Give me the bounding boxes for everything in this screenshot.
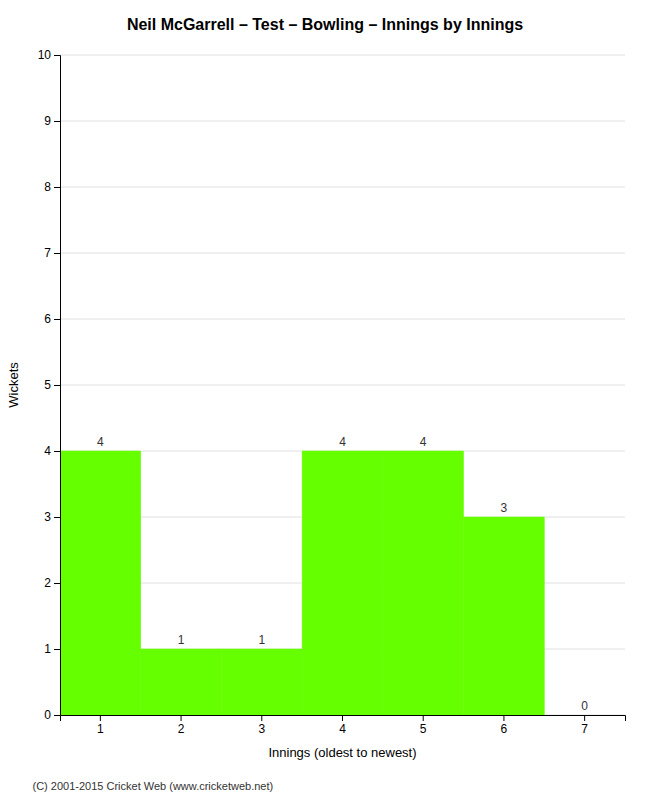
grid-line: [60, 187, 625, 188]
x-tick: 7: [581, 715, 588, 736]
y-tick-label: 5: [44, 378, 51, 392]
bar: [464, 517, 545, 715]
bar: [544, 715, 625, 716]
y-tick-label: 0: [44, 708, 51, 722]
y-tick-mark: [54, 715, 60, 716]
data-label: 1: [178, 633, 185, 647]
y-tick: 6: [44, 312, 60, 326]
x-tick-label: 6: [501, 722, 508, 736]
grid-line: [60, 253, 625, 254]
chart-svg: 4 1 1 4 4 3 0 1 2 3 4 5 6 7 0 1 2 3 4 5 6 7 8 9 10 Neil McGarrell…: [0, 0, 650, 800]
y-axis: 0 1 2 3 4 5 6 7 8 9 10: [38, 48, 61, 722]
x-tick: 4: [339, 715, 346, 736]
y-tick-mark: [54, 187, 60, 188]
x-tick-label: 2: [178, 722, 185, 736]
y-tick: 9: [44, 114, 60, 128]
data-label: 3: [501, 501, 508, 515]
y-tick-label: 9: [44, 114, 51, 128]
data-label: 4: [339, 435, 346, 449]
y-tick-mark: [54, 451, 60, 452]
footer: (C) 2001-2015 Cricket Web (www.cricketwe…: [33, 780, 274, 792]
bar: [141, 649, 222, 715]
data-label: 4: [420, 435, 427, 449]
grid-line: [60, 319, 625, 320]
x-axis-title: Innings (oldest to newest): [268, 745, 416, 760]
y-tick-label: 1: [44, 642, 51, 656]
y-tick-label: 7: [44, 246, 51, 260]
y-tick: 5: [44, 378, 60, 392]
y-tick: 2: [44, 576, 60, 590]
title: Neil McGarrell – Test – Bowling – Inning…: [127, 16, 523, 33]
grid-line: [60, 385, 625, 386]
bar: [60, 451, 141, 715]
x-tick-mark: [423, 715, 424, 721]
x-tick-label: 7: [581, 722, 588, 736]
y-tick-label: 4: [44, 444, 51, 458]
y-axis-line: [54, 56, 61, 716]
x-tick: 1: [97, 715, 104, 736]
y-tick-label: 10: [38, 48, 52, 62]
page: 4 1 1 4 4 3 0 1 2 3 4 5 6 7 0 1 2 3 4 5 6 7 8 9 10 Neil McGarrell…: [0, 0, 650, 800]
y-tick-label: 6: [44, 312, 51, 326]
data-label: 1: [258, 633, 265, 647]
x-tick-mark: [100, 715, 101, 721]
y-tick-mark: [54, 517, 60, 518]
x-tick-label: 4: [339, 722, 346, 736]
y-tick: 4: [44, 444, 60, 458]
y-tick-label: 2: [44, 576, 51, 590]
y-tick-label: 3: [44, 510, 51, 524]
y-tick: 8: [44, 180, 60, 194]
y-tick-mark: [54, 649, 60, 650]
y-tick-mark: [54, 55, 60, 56]
y-tick-label: 8: [44, 180, 51, 194]
y-tick-mark: [54, 583, 60, 584]
x-tick-label: 1: [97, 722, 104, 736]
grid-line: [60, 55, 625, 56]
bar: [221, 649, 302, 715]
x-axis: 1 2 3 4 5 6 7: [61, 715, 626, 736]
x-tick-mark: [342, 715, 343, 721]
plot: 4 1 1 4 4 3 0 1 2 3 4 5 6 7 0 1 2 3 4 5 6 7 8 9 10: [38, 48, 626, 735]
bar: [302, 451, 383, 715]
x-tick-mark: [503, 715, 504, 721]
x-tick-mark: [261, 715, 262, 721]
x-tick-mark: [584, 715, 585, 721]
chart-container: 4 1 1 4 4 3 0 1 2 3 4 5 6 7 0 1 2 3 4 5 6 7 8 9 10 Neil McGarrell…: [0, 0, 650, 800]
grid: [60, 55, 625, 715]
y-tick: 0: [44, 708, 60, 722]
data-label: 0: [581, 699, 588, 713]
x-tick: 6: [501, 715, 508, 736]
x-tick: 2: [178, 715, 185, 736]
x-tick: 3: [258, 715, 265, 736]
x-tick-label: 5: [420, 722, 427, 736]
bar: [383, 451, 464, 715]
x-tick-mark: [181, 715, 182, 721]
y-tick-mark: [54, 253, 60, 254]
x-tick: 5: [420, 715, 427, 736]
y-tick: 1: [44, 642, 60, 656]
bars: [60, 451, 544, 715]
y-tick-mark: [54, 385, 60, 386]
y-tick-mark: [54, 319, 60, 320]
data-label: 4: [97, 435, 104, 449]
grid-line: [60, 121, 625, 122]
x-tick-label: 3: [258, 722, 265, 736]
x-axis-line: [61, 716, 626, 722]
data-labels: 4 1 1 4 4 3 0: [97, 435, 588, 713]
y-tick: 7: [44, 246, 60, 260]
y-axis-title: Wickets: [6, 362, 21, 408]
y-tick: 10: [38, 48, 60, 62]
y-tick: 3: [44, 510, 60, 524]
y-tick-mark: [54, 121, 60, 122]
